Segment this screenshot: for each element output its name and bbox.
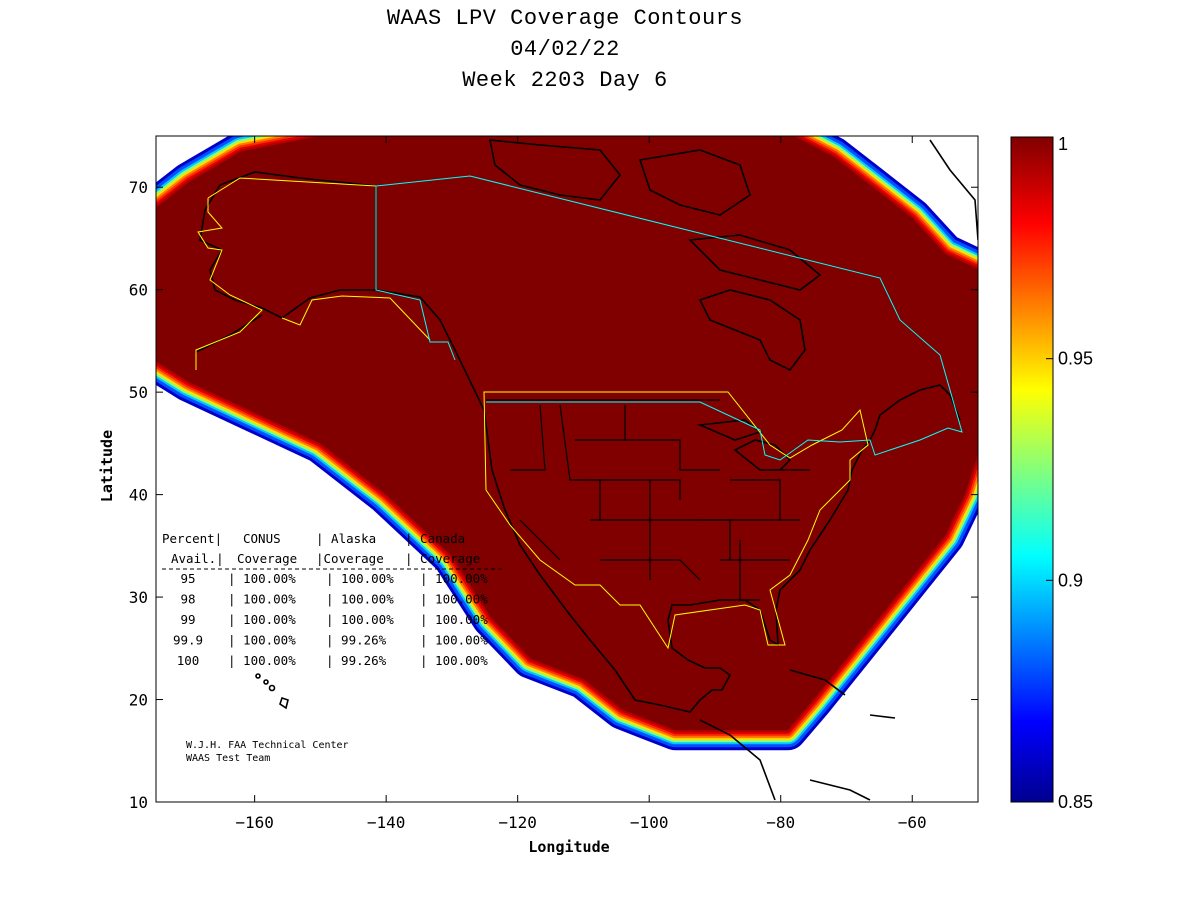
table-cell-alaska: | 100.00% (326, 612, 394, 627)
table-header-avail: Avail.| (171, 551, 224, 566)
table-cell-percent: 95 (180, 571, 195, 586)
y-tick-label: 20 (129, 691, 148, 710)
table-cell-alaska: | 99.26% (326, 633, 387, 648)
y-tick-label: 10 (129, 793, 148, 812)
x-tick-label: −160 (235, 813, 274, 832)
x-axis: −160 −140 −120 −100 −80 −60 (235, 136, 927, 832)
table-cell-alaska: | 100.00% (326, 592, 394, 607)
table-cell-canada: | 100.00% (420, 592, 488, 607)
table-row: 98 | 100.00% | 100.00% | 100.00% (180, 592, 488, 607)
table-row: 100 | 100.00% | 99.26% | 100.00% (177, 653, 488, 668)
table-header-canada: | Canada (405, 531, 465, 546)
table-cell-alaska: | 99.26% (326, 653, 387, 668)
chart-title-line3: Week 2203 Day 6 (462, 68, 668, 93)
table-header-conus-coverage: Coverage (237, 551, 297, 566)
table-cell-percent: 100 (177, 653, 200, 668)
table-row: 99 | 100.00% | 100.00% | 100.00% (180, 612, 488, 627)
table-cell-conus: | 100.00% (228, 612, 296, 627)
table-cell-percent: 99.9 (173, 633, 203, 648)
coastline-layer (195, 139, 978, 801)
y-axis-title: Latitude (98, 430, 116, 502)
y-tick-label: 60 (129, 281, 148, 300)
colorbar (1010, 136, 1054, 803)
canada-boundary (375, 175, 963, 461)
table-cell-canada: | 100.00% (420, 571, 488, 586)
table-cell-conus: | 100.00% (228, 592, 296, 607)
table-cell-percent: 99 (180, 612, 195, 627)
table-header-percent: Percent| (162, 531, 222, 546)
table-header-conus: CONUS (243, 531, 281, 546)
x-tick-label: −140 (367, 813, 406, 832)
table-row: 99.9 | 100.00% | 99.26% | 100.00% (173, 633, 488, 648)
y-tick-label: 70 (129, 178, 148, 197)
x-tick-label: −80 (766, 813, 795, 832)
colorbar-tick-label: 0.95 (1058, 349, 1093, 369)
y-tick-label: 50 (129, 383, 148, 402)
x-axis-title: Longitude (528, 838, 609, 856)
table-cell-canada: | 100.00% (420, 633, 488, 648)
plot-frame (155, 135, 979, 803)
table-cell-conus: | 100.00% (228, 653, 296, 668)
y-axis: 10 20 30 40 50 60 70 (129, 178, 978, 812)
x-tick-label: −60 (898, 813, 927, 832)
credit-line1: W.J.H. FAA Technical Center (186, 740, 349, 751)
table-header-canada-coverage: | Coverage (405, 551, 480, 566)
conus-alaska-boundary (195, 177, 869, 650)
table-cell-canada: | 100.00% (420, 653, 488, 668)
table-header-alaska: | Alaska (316, 531, 376, 546)
y-tick-label: 30 (129, 588, 148, 607)
full-coverage-region (156, 136, 978, 731)
colorbar-tick-label: 0.85 (1058, 792, 1093, 812)
table-row: 95 | 100.00% | 100.00% | 100.00% (180, 571, 488, 586)
table-body: 95 | 100.00% | 100.00% | 100.00% 98 | 100.00%… (173, 571, 488, 668)
chart-title-line2: 04/02/22 (510, 37, 620, 62)
y-tick-label: 40 (129, 486, 148, 505)
table-cell-conus: | 100.00% (228, 571, 296, 586)
table-cell-canada: | 100.00% (420, 612, 488, 627)
credit-line2: WAAS Test Team (186, 753, 270, 764)
x-tick-label: −100 (630, 813, 669, 832)
chart-title-line1: WAAS LPV Coverage Contours (386, 6, 744, 31)
colorbar-tick-label: 1 (1058, 134, 1068, 154)
coverage-contours (156, 136, 978, 751)
table-cell-percent: 98 (180, 592, 195, 607)
colorbar-ticks: 1 0.95 0.9 0.85 (1046, 134, 1093, 812)
coverage-table: Percent| CONUS | Alaska | Canada Avail.|… (162, 531, 502, 668)
colorbar-tick-label: 0.9 (1058, 570, 1083, 590)
table-cell-conus: | 100.00% (228, 633, 296, 648)
x-tick-label: −120 (498, 813, 537, 832)
table-header-alaska-coverage: |Coverage (316, 551, 384, 566)
state-borders (486, 399, 810, 601)
table-cell-alaska: | 100.00% (326, 571, 394, 586)
